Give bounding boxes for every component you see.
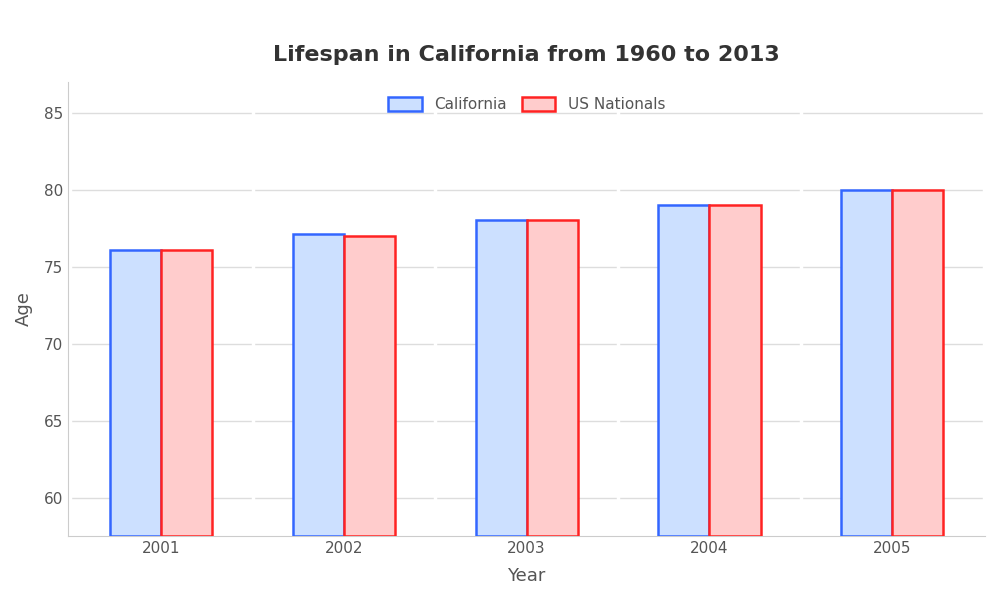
Bar [841,190,892,536]
Bar [110,250,161,536]
Legend: California, US Nationals: California, US Nationals [380,89,673,120]
Y-axis label: Age: Age [15,292,33,326]
Bar [161,250,212,536]
Bar [527,220,578,536]
Title: Lifespan in California from 1960 to 2013: Lifespan in California from 1960 to 2013 [273,45,780,65]
Bar [892,190,943,536]
Bar [709,205,761,536]
Bar [344,236,395,536]
X-axis label: Year: Year [507,567,546,585]
Bar [293,234,344,536]
Bar [476,220,527,536]
Bar [658,205,709,536]
